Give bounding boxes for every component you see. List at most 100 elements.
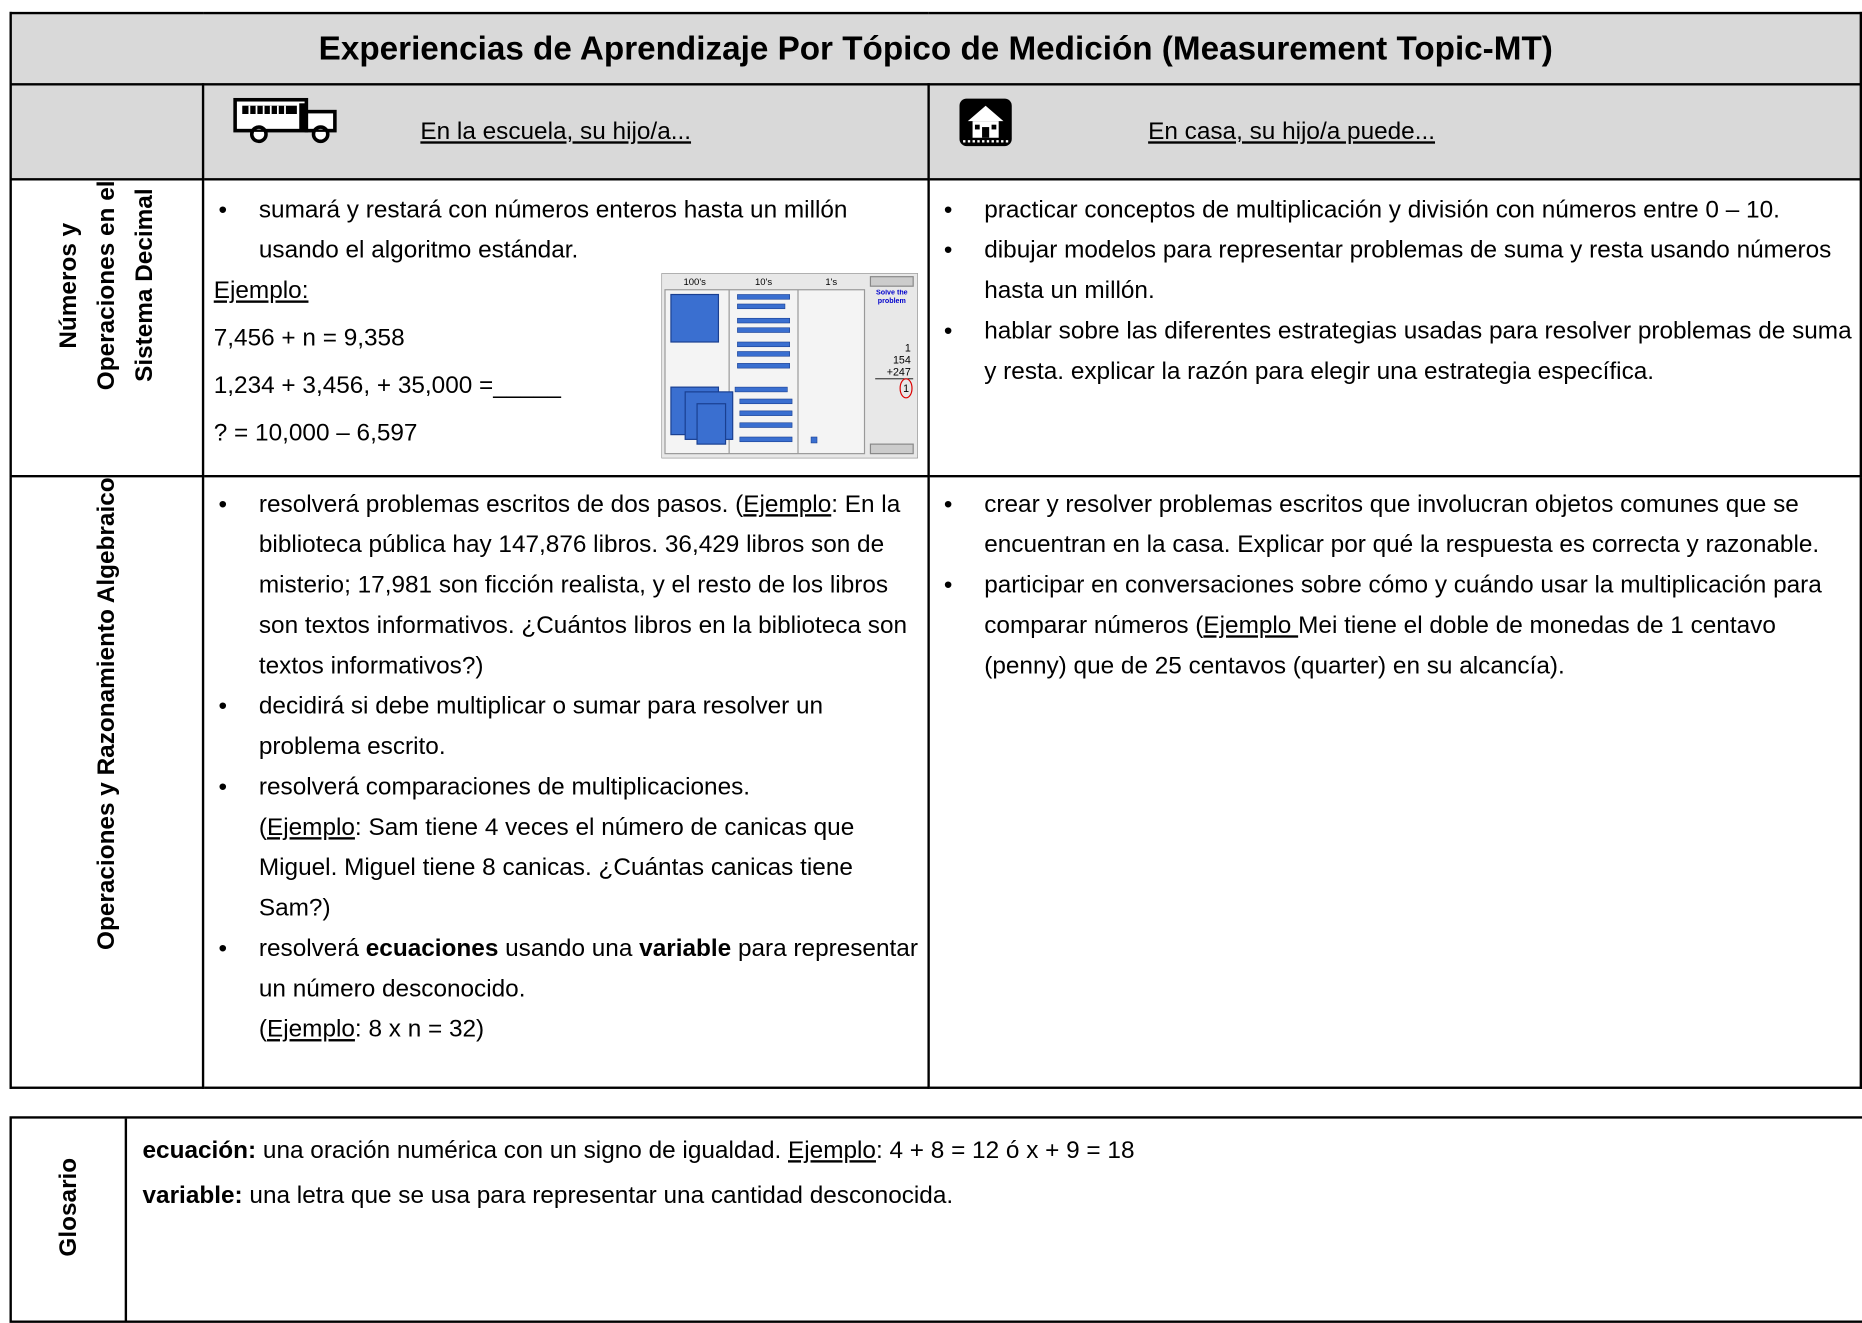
layout — [740, 411, 792, 416]
layout: crear y resolver problemas escritos que … — [930, 477, 1860, 686]
text-run: Ejemplo — [788, 1136, 876, 1163]
corner — [11, 84, 203, 179]
text-run: hablar sobre las diferentes estrategias … — [984, 317, 1851, 385]
text-run: resolverá problemas escritos de dos paso… — [259, 490, 743, 517]
layout — [740, 423, 792, 428]
layout: Experiencias de Aprendizaje Por Tópico d… — [11, 13, 1861, 1088]
layout — [671, 295, 719, 343]
layout — [982, 127, 989, 138]
text-run: decidirá si debe multiplicar o sumar par… — [259, 692, 823, 760]
image-label: 1 — [903, 383, 909, 395]
list-item: decidirá si debe multiplicar o sumar par… — [204, 686, 927, 767]
layout — [242, 106, 297, 114]
bus-icon — [233, 97, 342, 145]
row-label-line: Sistema Decimal — [131, 189, 158, 383]
layout: practicar conceptos de multiplicación y … — [930, 190, 1860, 392]
layout: En la escuela, su hijo/a... En casa, su … — [11, 84, 1861, 179]
glossary-label-cell: Glosario — [12, 1119, 127, 1321]
layout — [737, 352, 789, 357]
row-label-line: Números y — [55, 222, 82, 348]
text-run: : 8 x n = 32) — [355, 1015, 484, 1042]
layout: practicar conceptos de multiplicación y … — [930, 181, 1860, 392]
layout: En casa, su hijo/a puede... — [930, 86, 1860, 179]
home-cell: crear y resolver problemas escritos que … — [928, 476, 1860, 1088]
layout — [252, 127, 266, 141]
layout — [299, 103, 305, 129]
text-run: variable — [639, 935, 731, 962]
layout — [740, 399, 792, 404]
school-header: En la escuela, su hijo/a... — [203, 84, 928, 179]
layout: Experiencias de Aprendizaje Por Tópico d… — [11, 13, 1861, 84]
layout — [737, 328, 789, 333]
text-run: : 4 + 8 = 12 ó x + 9 = 18 — [876, 1136, 1135, 1163]
layout: sumará y restará con números enteros has… — [204, 190, 927, 271]
list-item: crear y resolver problemas escritos que … — [930, 485, 1860, 566]
list-item: resolverá comparaciones de multiplicacio… — [204, 767, 927, 929]
text-run: resolverá — [259, 935, 366, 962]
layout — [870, 277, 913, 287]
glossary-entry: variable: una letra que se usa para repr… — [143, 1176, 1135, 1216]
layout — [737, 295, 789, 300]
layout: Operaciones y Razonamiento Algebraico re… — [11, 476, 1861, 1088]
text-run: Ejemplo — [267, 1015, 355, 1042]
layout — [697, 404, 726, 444]
place-value-image: 100's 10's 1's Solve the problem 1 154 +… — [661, 273, 918, 458]
layout — [975, 125, 980, 130]
glossary-entries: ecuación: una oración numérica con un si… — [143, 1131, 1135, 1217]
layout — [737, 342, 789, 347]
row-label-line: Operaciones y Razonamiento Algebraico — [93, 477, 120, 950]
list-item: practicar conceptos de multiplicación y … — [930, 190, 1860, 230]
text-run: Ejemplo — [1203, 612, 1298, 639]
layout: resolverá problemas escritos de dos paso… — [204, 485, 927, 1050]
text-run: dibujar modelos para representar problem… — [984, 236, 1831, 304]
list-item: resolverá ecuaciones usando una variable… — [204, 929, 927, 1050]
table: Experiencias de Aprendizaje Por Tópico d… — [10, 12, 1862, 1089]
row-label: Operaciones y Razonamiento Algebraico — [88, 477, 126, 950]
text-run: sumará y restará con números enteros has… — [259, 196, 848, 264]
text-run: resolverá comparaciones de multiplicacio… — [259, 773, 750, 800]
layout — [811, 437, 817, 443]
text-run: practicar conceptos de multiplicación y … — [984, 196, 1780, 223]
list-item: participar en conversaciones sobre cómo … — [930, 565, 1860, 686]
text-run: ecuación: — [143, 1136, 257, 1163]
layout: En la escuela, su hijo/a... — [204, 86, 927, 179]
row-label-cell: Operaciones y Razonamiento Algebraico — [11, 476, 203, 1088]
layout — [737, 363, 789, 368]
layout — [314, 127, 328, 141]
glossary-entry: ecuación: una oración numérica con un si… — [143, 1131, 1135, 1171]
layout — [235, 100, 306, 131]
text-run: usando una — [498, 935, 639, 962]
image-label: Solve the problem — [868, 290, 916, 307]
layout — [870, 444, 913, 454]
layout: resolverá problemas escritos de dos paso… — [204, 477, 927, 1049]
text-run: ( — [259, 813, 267, 840]
text-run: variable: — [143, 1182, 243, 1209]
layout — [740, 437, 792, 442]
glossary: Glosario ecuación: una oración numérica … — [10, 1116, 1862, 1323]
layout — [735, 387, 787, 392]
list-item: sumará y restará con números enteros has… — [204, 190, 927, 271]
glossary-label: Glosario — [49, 1158, 87, 1257]
list-item: hablar sobre las diferentes estrategias … — [930, 311, 1860, 392]
text-run: Ejemplo — [267, 813, 355, 840]
title: Experiencias de Aprendizaje Por Tópico d… — [11, 13, 1861, 84]
school-column-label: En la escuela, su hijo/a... — [420, 112, 691, 152]
image-label: 10's — [755, 277, 772, 288]
text-run: crear y resolver problemas escritos que … — [984, 490, 1819, 558]
layout: Solve the problem — [868, 290, 916, 319]
school-cell: resolverá problemas escritos de dos paso… — [203, 476, 928, 1088]
text-run: Ejemplo — [743, 490, 831, 517]
house-icon — [958, 97, 1013, 147]
layout — [737, 318, 789, 323]
text-run: una oración numérica con un signo de igu… — [256, 1136, 788, 1163]
school-cell: sumará y restará con números enteros has… — [203, 179, 928, 476]
image-label: 100's — [683, 277, 706, 288]
layout: Glosario — [12, 1119, 125, 1297]
